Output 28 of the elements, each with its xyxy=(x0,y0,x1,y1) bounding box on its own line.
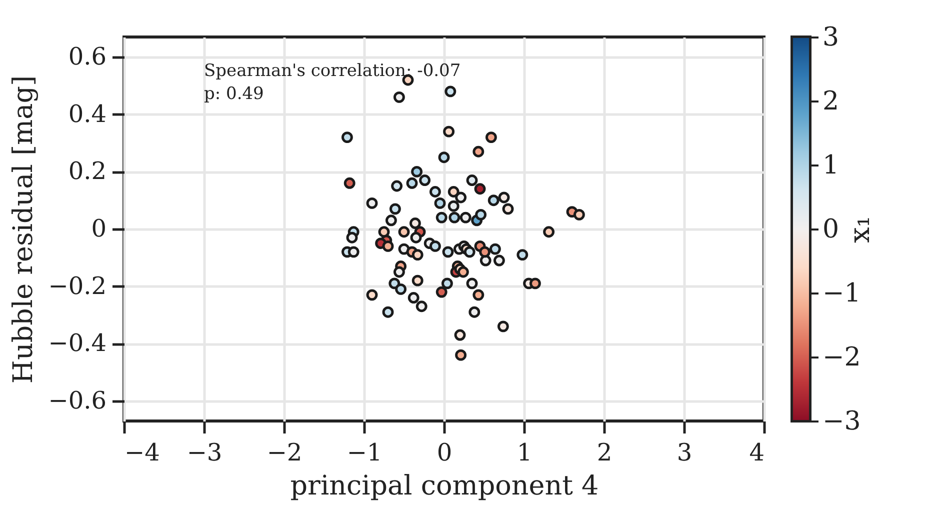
x-tick-label: −3 xyxy=(186,438,222,466)
x-tick-label: 2 xyxy=(596,438,612,466)
y-tick-label: −0.6 xyxy=(48,386,106,414)
color-bar-label: 1 xyxy=(822,150,840,180)
color-bar-label: 2 xyxy=(822,86,840,116)
y-tick-label: 0.2 xyxy=(68,157,106,186)
y-tick-label: −0.2 xyxy=(48,272,106,300)
annotation: Spearman's correlation: -0.07 xyxy=(204,61,461,81)
color-bar-label: −3 xyxy=(822,406,861,436)
y-tick-label: 0.4 xyxy=(68,100,106,128)
y-tick-label: 0 xyxy=(91,214,106,242)
y-tick-label: −0.4 xyxy=(48,329,106,358)
x-tick-label: 3 xyxy=(676,438,692,466)
y-axis-title: Hubble residual [mag] xyxy=(8,75,40,384)
x-tick-label: 0 xyxy=(436,438,452,466)
color-bar-title: x₁ xyxy=(842,216,876,244)
y-tick-label: 0.6 xyxy=(68,42,106,71)
x-tick-label: 1 xyxy=(516,438,532,466)
color-bar-label: −2 xyxy=(822,342,861,372)
color-bar-label: −1 xyxy=(822,278,861,308)
x-tick-label: −1 xyxy=(346,438,382,466)
annotation: p: 0.49 xyxy=(204,84,264,104)
color-bar-label: 0 xyxy=(822,214,840,244)
color-bar-label: 3 xyxy=(822,22,840,52)
x-tick-label: 4 xyxy=(749,438,764,466)
x-tick-label: −4 xyxy=(124,438,160,466)
x-axis-title: principal component 4 xyxy=(290,470,599,502)
x-tick-label: −2 xyxy=(266,438,302,466)
